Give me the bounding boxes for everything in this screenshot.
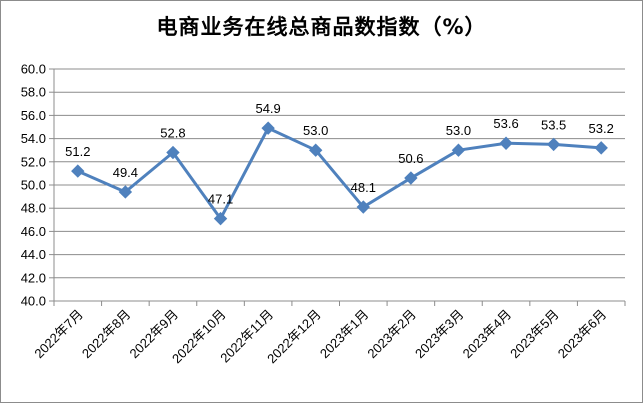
x-tick-label: 2023年5月 (507, 307, 562, 362)
data-point-marker (71, 164, 85, 178)
data-point-marker (213, 211, 228, 226)
data-label: 51.2 (65, 144, 90, 159)
y-tick-label: 58.0 (21, 85, 46, 100)
x-tick-label: 2022年8月 (79, 307, 134, 362)
data-label: 49.4 (113, 165, 138, 180)
x-tick-label: 2022年7月 (31, 307, 86, 362)
x-tick-label: 2023年1月 (317, 307, 372, 362)
data-point-marker (546, 137, 561, 152)
x-tick-label: 2023年6月 (555, 307, 610, 362)
data-label: 52.8 (160, 126, 185, 141)
y-tick-label: 56.0 (21, 108, 46, 123)
y-tick-label: 46.0 (21, 224, 46, 239)
data-label: 53.5 (541, 117, 566, 132)
data-point-marker (118, 185, 133, 199)
y-tick-label: 52.0 (21, 154, 46, 169)
data-label: 53.6 (493, 116, 518, 131)
data-label: 53.0 (446, 123, 471, 138)
data-point-marker (404, 171, 418, 185)
data-label: 50.6 (398, 151, 423, 166)
data-point-marker (309, 143, 323, 157)
x-tick-label: 2023年4月 (460, 307, 515, 362)
y-tick-label: 48.0 (21, 201, 46, 216)
series-line (77, 126, 602, 221)
y-tick-label: 60.0 (21, 62, 46, 77)
y-tick-label: 44.0 (21, 247, 46, 262)
data-label: 53.0 (303, 123, 328, 138)
y-tick-label: 54.0 (21, 131, 46, 146)
y-tick-label: 40.0 (21, 294, 46, 309)
data-label: 48.1 (351, 180, 376, 195)
data-point-marker (166, 145, 180, 160)
data-point-marker (261, 121, 275, 135)
chart-title: 电商业务在线总商品数指数（%） (156, 15, 487, 39)
y-tick-label: 42.0 (21, 270, 46, 285)
data-point-marker (451, 143, 466, 157)
data-point-marker (594, 141, 608, 155)
data-point-marker (356, 200, 370, 214)
data-point-marker (499, 136, 513, 150)
data-label: 54.9 (255, 101, 280, 116)
x-tick-label: 2023年2月 (364, 307, 419, 362)
data-label: 47.1 (208, 192, 233, 207)
x-tick-label: 2023年3月 (412, 307, 467, 362)
data-label: 53.2 (589, 121, 614, 136)
y-tick-label: 50.0 (21, 178, 46, 193)
